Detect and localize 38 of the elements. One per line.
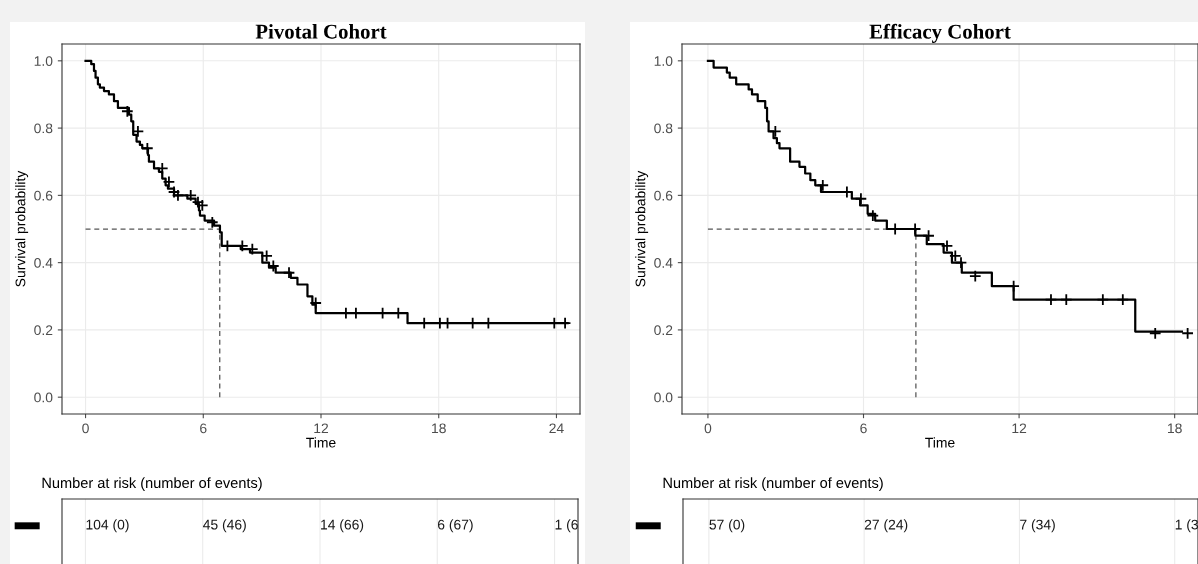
y-axis-title: Survival probability (15, 170, 29, 287)
x-tick-label: 0 (704, 423, 712, 434)
chart-title: Efficacy Cohort (869, 23, 1011, 43)
chart-title: Pivotal Cohort (255, 23, 387, 39)
y-tick-label: 1.0 (654, 56, 673, 66)
text: Number at risk (number of events) (663, 477, 883, 491)
x-axis-title: Time (306, 437, 336, 448)
y-tick-label: 1.0 (34, 56, 53, 66)
text: 104 (0) (86, 519, 129, 533)
x-tick-label: 6 (200, 423, 207, 434)
y-tick-label: 0.6 (34, 190, 53, 201)
y-axis-title: Survival probability (635, 170, 649, 287)
y-tick-label: 0.8 (654, 123, 673, 134)
x-tick-label: 0 (82, 423, 89, 434)
y-tick-label: 0.4 (34, 257, 53, 268)
x-tick-label: 6 (860, 423, 867, 434)
y-tick-label: 0.6 (654, 190, 673, 201)
text: 45 (46) (203, 519, 246, 533)
x-tick-label: 24 (549, 423, 564, 434)
y-tick-label: 0.4 (654, 257, 673, 268)
text: 1 (6 (555, 519, 578, 533)
x-axis-title: Time (925, 437, 955, 448)
y-tick-label: 0.2 (34, 325, 53, 336)
y-tick-label: 0.8 (34, 123, 53, 134)
text: 1 (3 (1175, 519, 1198, 533)
x-tick-label: 18 (1168, 423, 1182, 434)
x-tick-label: 18 (432, 423, 446, 434)
text: Number at risk (number of events) (42, 477, 262, 491)
x-tick-label: 12 (314, 423, 329, 434)
y-tick-label: 0.0 (34, 392, 53, 403)
text: 7 (34) (1020, 519, 1055, 533)
y-tick-label: 0.2 (654, 325, 673, 336)
text: 27 (24) (864, 519, 908, 533)
x-tick-label: 12 (1012, 423, 1027, 434)
text: 57 (0) (709, 519, 745, 533)
y-tick-label: 0.0 (654, 392, 673, 403)
text: 14 (66) (321, 519, 364, 533)
text: 6 (67) (437, 519, 473, 533)
